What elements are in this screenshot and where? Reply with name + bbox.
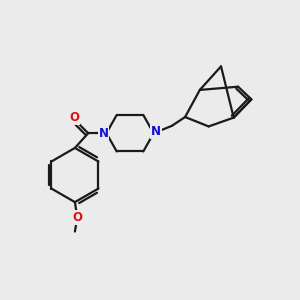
Text: O: O [72, 211, 82, 224]
Text: N: N [151, 125, 161, 138]
Text: O: O [69, 111, 79, 124]
Text: N: N [98, 127, 109, 140]
